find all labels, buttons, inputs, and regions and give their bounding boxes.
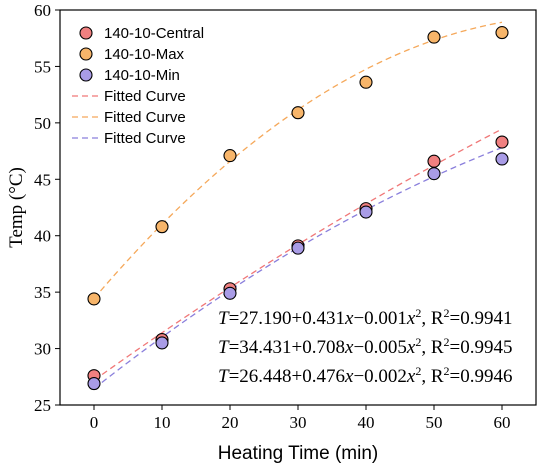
x-tick-label: 0 [90, 413, 99, 432]
equations: T=27.190+0.431x−0.001x2, R2=0.9941 T=34.4… [218, 306, 513, 387]
legend-label: 140-10-Central [104, 25, 204, 42]
fit-equation: T=27.190+0.431x−0.001x2, R2=0.9941 [218, 306, 513, 329]
y-tick-label: 45 [34, 170, 51, 189]
axes: 0 10 20 30 40 50 60 25 30 35 40 45 50 55 60 Heating Tim… [6, 1, 537, 464]
legend-marker [79, 26, 93, 40]
y-tick-label: 30 [34, 340, 51, 359]
data-point [359, 75, 373, 89]
data-point [155, 220, 169, 234]
data-point [291, 106, 305, 120]
legend-label: Fitted Curve [104, 88, 186, 105]
fit-equation: T=26.448+0.476x−0.002x2, R2=0.9946 [218, 364, 513, 387]
y-tick-label: 25 [34, 396, 51, 415]
y-tick-label: 50 [34, 114, 51, 133]
legend-label: 140-10-Min [104, 67, 180, 84]
x-axis-title: Heating Time (min) [218, 443, 379, 464]
data-point [155, 336, 169, 350]
y-tick-label: 55 [34, 57, 51, 76]
x-tick-label: 50 [426, 413, 443, 432]
data-point [359, 205, 373, 219]
data-point [291, 241, 305, 255]
data-point [427, 167, 441, 181]
data-point [223, 149, 237, 163]
legend-marker [79, 47, 93, 61]
data-point [87, 377, 101, 391]
data-point [87, 292, 101, 306]
data-point [223, 286, 237, 300]
x-tick-label: 20 [222, 413, 239, 432]
data-point [427, 154, 441, 168]
data-point [427, 30, 441, 44]
fitted-curve [93, 21, 503, 299]
legend-marker [79, 68, 93, 82]
x-tick-label: 60 [494, 413, 511, 432]
y-tick-label: 35 [34, 283, 51, 302]
data-point [495, 26, 509, 40]
legend-label: Fitted Curve [104, 109, 186, 126]
data-points [87, 26, 509, 391]
x-tick-label: 40 [358, 413, 375, 432]
y-tick-label: 60 [34, 1, 51, 20]
y-tick-label: 40 [34, 227, 51, 246]
legend-label: Fitted Curve [104, 130, 186, 147]
fit-equation: T=34.431+0.708x−0.005x2, R2=0.9945 [218, 335, 513, 358]
legend-label: 140-10-Max [104, 46, 185, 63]
data-point [495, 135, 509, 149]
y-axis-title: Temp (°C) [6, 167, 27, 248]
x-tick-label: 10 [154, 413, 171, 432]
data-point [495, 152, 509, 166]
x-tick-label: 30 [290, 413, 307, 432]
legend: 140-10-Central 140-10-Max 140-10-Min Fitted… [72, 25, 204, 147]
